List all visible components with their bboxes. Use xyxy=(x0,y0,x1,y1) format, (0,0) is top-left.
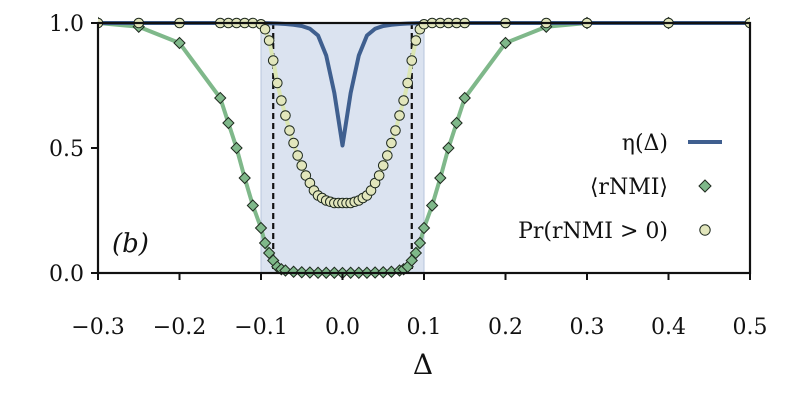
rnmi-point xyxy=(258,236,272,250)
rnmi-point xyxy=(409,246,423,260)
pr-point xyxy=(259,23,271,35)
x-tick-label: 0.5 xyxy=(733,315,768,340)
x-tick-label: 0.1 xyxy=(407,315,442,340)
pr-point xyxy=(406,55,418,66)
y-tick-label: 0.0 xyxy=(49,262,84,287)
legend-label: Pr(rNMI > 0) xyxy=(518,219,668,244)
pr-point xyxy=(386,137,397,149)
pr-point xyxy=(410,35,422,46)
rnmi-point xyxy=(417,221,431,235)
x-axis-title: Δ xyxy=(413,348,433,381)
legend: η(Δ) ⟨rNMI⟩ Pr(rNMI > 0) xyxy=(518,131,722,244)
x-tick-label: 0.0 xyxy=(325,315,360,340)
rnmi-point xyxy=(173,36,186,50)
x-tick-label: −0.3 xyxy=(71,315,124,340)
pr-point xyxy=(267,55,279,66)
pr-point xyxy=(284,125,295,136)
rnmi-point xyxy=(425,199,439,212)
y-tick-label: 0.5 xyxy=(49,137,84,162)
plot-area: −0.3 −0.2 −0.1 0.0 0.1 0.2 0.3 0.4 0.5 0.0 0.5 1.0 xyxy=(49,12,768,340)
rnmi-point xyxy=(230,141,243,155)
legend-label: η(Δ) xyxy=(622,131,668,156)
x-tick-label: 0.3 xyxy=(570,315,605,340)
pr-point xyxy=(280,110,291,121)
rnmi-point xyxy=(413,236,427,250)
pr-point xyxy=(263,35,275,46)
rnmi-point xyxy=(499,36,512,50)
y-tick-label: 1.0 xyxy=(49,12,84,37)
pr-point xyxy=(296,160,308,171)
x-tick-label: 0.2 xyxy=(488,315,523,340)
pr-point xyxy=(402,77,414,89)
x-tick-label: 0.4 xyxy=(651,315,686,340)
panel-label: (b) xyxy=(112,229,149,259)
rnmi-point xyxy=(238,171,251,185)
rnmi-point xyxy=(458,91,471,105)
x-tick-label: −0.2 xyxy=(153,315,206,340)
rnmi-point xyxy=(214,91,227,105)
pr-point xyxy=(398,95,409,106)
rnmi-point xyxy=(246,199,260,212)
pr-point xyxy=(272,77,283,89)
x-tick-label: −0.1 xyxy=(234,315,287,340)
pr-point xyxy=(292,150,303,161)
rnmi-point xyxy=(434,171,447,185)
legend-pr-swatch xyxy=(699,224,711,236)
rnmi-point xyxy=(287,265,300,278)
pr-point xyxy=(288,137,299,149)
pr-point xyxy=(377,160,389,171)
rnmi-point xyxy=(254,221,268,235)
rnmi-point xyxy=(222,116,235,130)
pr-point xyxy=(276,95,287,106)
pr-point xyxy=(382,150,393,161)
rnmi-point xyxy=(450,116,463,130)
pr-point xyxy=(390,125,401,136)
pr-point xyxy=(373,170,385,181)
pr-point xyxy=(394,110,405,121)
rnmi-point xyxy=(442,141,455,155)
shaded-region xyxy=(260,22,425,274)
legend-label: ⟨rNMI⟩ xyxy=(590,175,668,200)
legend-rnmi-swatch xyxy=(698,179,712,193)
